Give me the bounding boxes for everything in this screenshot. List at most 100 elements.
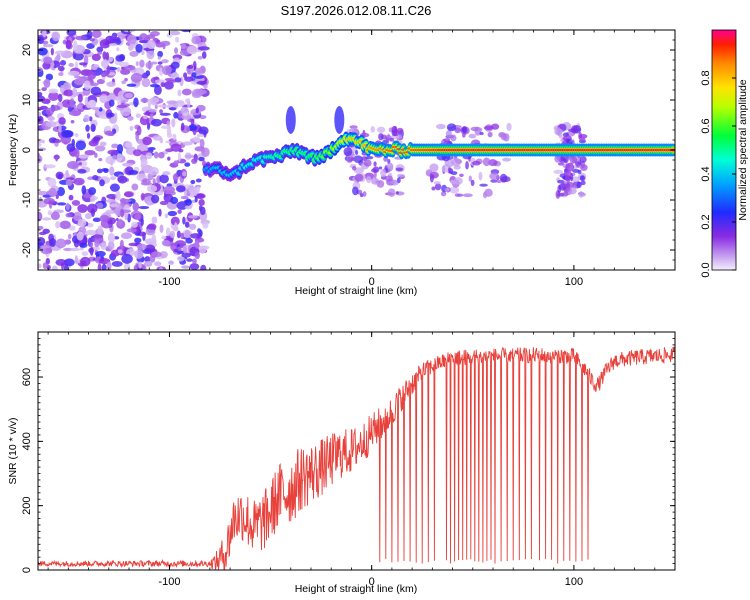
noise-speckle — [73, 211, 82, 222]
burst-speckle — [506, 122, 512, 131]
noise-speckle — [96, 78, 105, 85]
noise-speckle — [147, 146, 156, 151]
burst-speckle — [446, 123, 457, 132]
noise-speckle — [88, 116, 93, 122]
burst-speckle — [578, 191, 584, 198]
noise-speckle — [167, 156, 171, 161]
burst-speckle — [465, 161, 469, 170]
noise-speckle — [138, 261, 142, 269]
noise-speckle — [172, 173, 179, 182]
noise-speckle — [81, 251, 89, 257]
noise-speckle — [201, 51, 207, 59]
noise-speckle — [116, 153, 123, 162]
noise-speckle — [73, 75, 81, 79]
noise-speckle — [113, 112, 118, 122]
noise-speckle — [135, 113, 141, 118]
noise-speckle — [117, 249, 123, 254]
burst-speckle — [558, 183, 568, 188]
noise-speckle — [159, 174, 169, 184]
burst-speckle — [354, 173, 364, 182]
noise-speckle — [97, 51, 103, 55]
noise-speckle — [181, 265, 191, 269]
noise-speckle — [151, 216, 158, 224]
spectrogram-y-tick-label: 20 — [21, 44, 33, 56]
noise-speckle — [77, 93, 83, 103]
noise-speckle — [101, 263, 107, 270]
noise-speckle — [51, 31, 61, 42]
burst-speckle — [363, 159, 372, 167]
snr-frame — [37, 331, 676, 571]
noise-speckle — [159, 109, 163, 114]
colorbar-tick-label: 0.2 — [700, 214, 712, 229]
noise-speckle — [166, 120, 171, 127]
noise-speckle — [161, 235, 167, 240]
colorbar: 0.0 0.2 0.4 0.6 0.8 Normalized spectral ampl… — [700, 29, 749, 278]
noise-speckle — [182, 171, 187, 177]
noise-speckle — [198, 245, 207, 254]
noise-speckle — [134, 213, 142, 220]
noise-speckle — [81, 185, 87, 195]
noise-speckle — [59, 220, 71, 230]
noise-speckle — [69, 98, 75, 108]
noise-speckle — [176, 255, 185, 262]
noise-speckle — [184, 230, 191, 238]
noise-speckle — [190, 233, 201, 239]
noise-speckle — [87, 71, 97, 80]
noise-speckle — [76, 231, 84, 241]
noise-speckle — [85, 124, 90, 132]
noise-speckle — [38, 225, 44, 230]
burst-speckle — [365, 155, 374, 160]
noise-speckle — [124, 141, 133, 148]
noise-speckle — [166, 32, 173, 38]
noise-speckle — [195, 193, 206, 199]
noise-speckle — [99, 141, 107, 147]
noise-speckle — [106, 92, 117, 102]
noise-speckle — [177, 89, 182, 97]
burst-speckle — [563, 155, 569, 164]
noise-speckle — [132, 202, 140, 212]
noise-speckle — [184, 198, 192, 206]
noise-speckle — [145, 228, 156, 236]
noise-speckle — [106, 261, 112, 270]
noise-speckle — [160, 82, 166, 88]
noise-speckle — [76, 104, 82, 110]
noise-speckle — [202, 221, 209, 229]
noise-speckle — [99, 93, 109, 104]
noise-speckle — [70, 119, 75, 124]
noise-speckle — [122, 162, 133, 167]
noise-speckle — [159, 137, 164, 144]
noise-speckle — [173, 222, 178, 231]
snr-y-tick-label: 400 — [21, 432, 33, 450]
burst-speckle — [468, 133, 477, 139]
noise-speckle — [73, 52, 84, 61]
noise-speckle — [145, 61, 153, 69]
noise-speckle — [121, 253, 133, 264]
burst-speckle — [445, 130, 452, 138]
noise-speckle — [83, 114, 90, 123]
noise-speckle — [141, 50, 145, 56]
noise-speckle — [63, 89, 74, 97]
noise-speckle — [68, 62, 74, 68]
noise-speckle — [193, 75, 204, 79]
burst-speckle — [579, 156, 587, 163]
noise-speckle — [151, 251, 162, 258]
burst-speckle — [482, 191, 488, 199]
noise-speckle — [198, 198, 205, 206]
noise-speckle — [198, 156, 205, 162]
burst-speckle — [447, 167, 452, 172]
noise-speckle — [170, 61, 180, 69]
burst-speckle — [579, 133, 588, 139]
spectrogram-x-tick-label: 0 — [369, 276, 375, 288]
burst-speckle — [343, 147, 353, 157]
burst-speckle — [429, 163, 439, 173]
chart-title: S197.2026.012.08.11.C26 — [281, 3, 432, 18]
snr-x-tick-label: -100 — [158, 576, 180, 588]
noise-speckle — [38, 111, 42, 117]
noise-speckle — [72, 87, 78, 98]
noise-speckle — [106, 112, 115, 118]
noise-speckle — [119, 197, 127, 204]
noise-speckle — [65, 39, 72, 49]
burst-speckle — [564, 181, 575, 189]
noise-speckle — [172, 133, 177, 141]
